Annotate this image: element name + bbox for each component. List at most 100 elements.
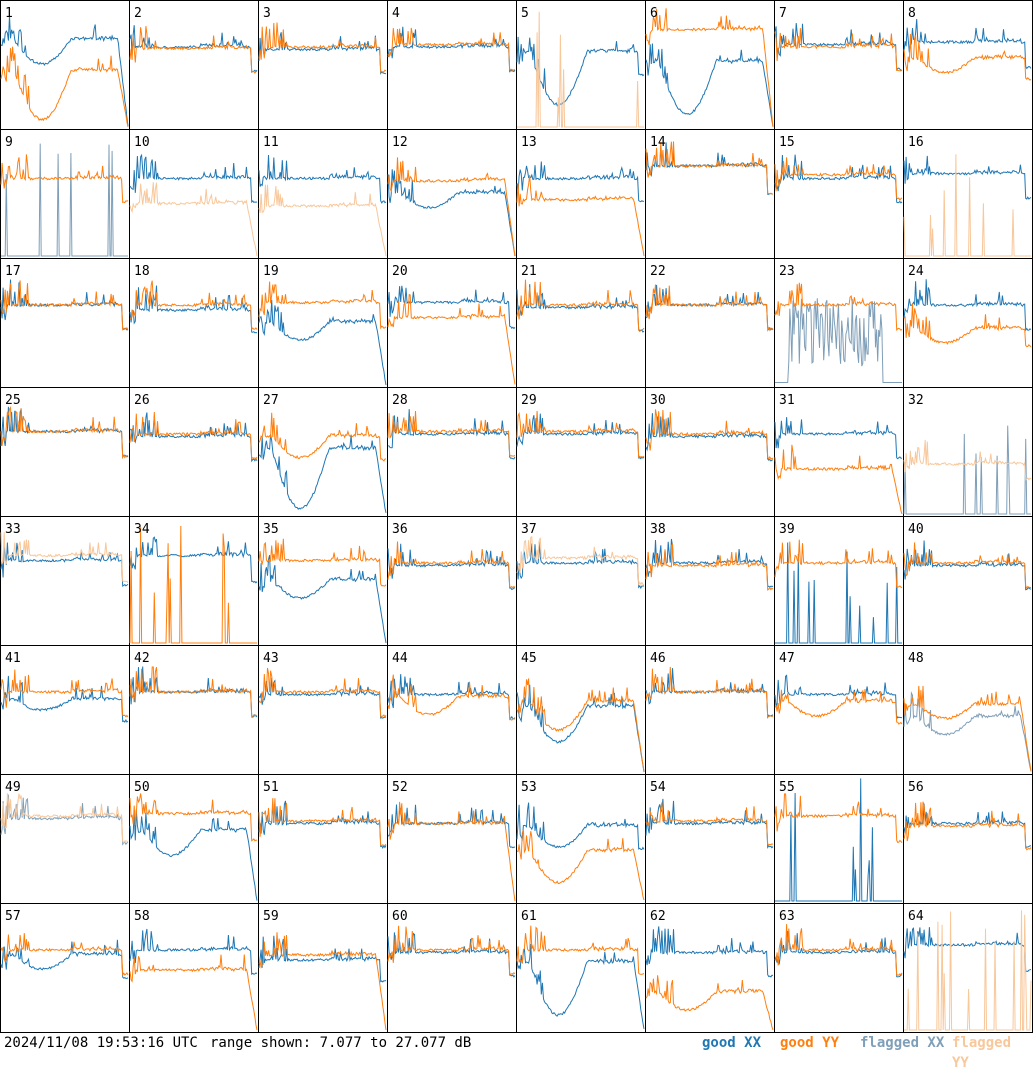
- series-yy-57: [0, 933, 129, 977]
- panel-label: 12: [392, 135, 408, 150]
- series-yy-6: [645, 8, 774, 128]
- panel-27: 27: [258, 387, 388, 517]
- panel-label: 4: [392, 6, 400, 21]
- panel-label: 1: [5, 6, 13, 21]
- panel-label: 15: [779, 135, 795, 150]
- series-xx-23: [775, 298, 902, 383]
- series-xx-24: [903, 279, 1032, 332]
- panel-11: 11: [258, 129, 388, 259]
- series-xx-54: [645, 798, 774, 849]
- panel-20: 20: [387, 258, 517, 388]
- panel-label: 3: [263, 6, 271, 21]
- series-yy-18: [129, 280, 258, 330]
- series-xx-3: [258, 31, 387, 75]
- panel-label: 54: [650, 780, 666, 795]
- panel-38: 38: [645, 516, 775, 646]
- panel-51: 51: [258, 774, 388, 904]
- series-xx-62: [645, 926, 774, 978]
- panel-label: 45: [521, 651, 537, 666]
- panel-label: 34: [134, 522, 150, 537]
- series-yy-28: [387, 410, 516, 457]
- series-yy-16: [903, 154, 1031, 257]
- panel-frame: [774, 387, 904, 517]
- panel-32: 32: [903, 387, 1033, 517]
- panel-13: 13: [516, 129, 646, 259]
- series-yy-7: [774, 28, 903, 72]
- panel-frame: [129, 258, 259, 388]
- series-yy-17: [0, 280, 129, 331]
- panel-57: 57: [0, 903, 130, 1033]
- panel-frame: [258, 516, 388, 646]
- series-yy-11: [258, 184, 387, 257]
- series-yy-8: [903, 33, 1032, 81]
- series-yy-35: [258, 538, 387, 587]
- panel-frame: [645, 903, 775, 1033]
- panel-label: 10: [134, 135, 150, 150]
- panel-label: 44: [392, 651, 408, 666]
- panel-40: 40: [903, 516, 1033, 646]
- panel-label: 11: [263, 135, 279, 150]
- panel-frame: [903, 258, 1033, 388]
- panel-frame: [516, 258, 646, 388]
- series-xx-10: [129, 153, 258, 204]
- series-yy-49: [0, 793, 129, 844]
- panel-label: 22: [650, 264, 666, 279]
- series-xx-50: [129, 809, 258, 901]
- series-xx-29: [516, 413, 645, 460]
- panel-label: 14: [650, 135, 666, 150]
- panel-45: 45: [516, 645, 646, 775]
- panel-frame: [0, 0, 130, 130]
- panel-47: 47: [774, 645, 904, 775]
- panel-label: 27: [263, 393, 279, 408]
- panel-label: 29: [521, 393, 537, 408]
- panel-label: 23: [779, 264, 795, 279]
- series-xx-27: [258, 434, 387, 514]
- series-xx-63: [774, 930, 903, 978]
- series-yy-56: [903, 801, 1032, 851]
- panel-label: 36: [392, 522, 408, 537]
- series-yy-45: [516, 678, 645, 772]
- panel-label: 52: [392, 780, 408, 795]
- panel-52: 52: [387, 774, 517, 904]
- series-xx-61: [516, 943, 645, 1029]
- panel-label: 2: [134, 6, 142, 21]
- panel-frame: [903, 0, 1033, 130]
- series-xx-30: [645, 413, 774, 462]
- series-xx-36: [387, 543, 516, 591]
- panel-frame: [645, 387, 775, 517]
- series-xx-34: [129, 536, 258, 584]
- series-yy-34: [129, 525, 257, 644]
- series-yy-5: [517, 11, 644, 128]
- panel-46: 46: [645, 645, 775, 775]
- series-xx-59: [258, 935, 387, 983]
- panel-label: 7: [779, 6, 787, 21]
- panel-label: 57: [5, 909, 21, 924]
- series-xx-64: [903, 927, 1032, 973]
- panel-label: 55: [779, 780, 795, 795]
- legend-good-xx: good XX: [702, 1035, 762, 1051]
- panel-33: 33: [0, 516, 130, 646]
- series-yy-19: [258, 281, 387, 330]
- series-xx-32: [903, 425, 1031, 515]
- series-yy-55: [774, 793, 903, 844]
- panel-30: 30: [645, 387, 775, 517]
- legend-flagged-xx: flagged XX: [860, 1035, 945, 1051]
- series-xx-11: [258, 154, 387, 204]
- panel-frame: [129, 516, 259, 646]
- panel-41: 41: [0, 645, 130, 775]
- panel-10: 10: [129, 129, 259, 259]
- series-yy-41: [0, 669, 129, 718]
- series-yy-27: [258, 412, 387, 462]
- panel-frame: [774, 129, 904, 259]
- panel-7: 7: [774, 0, 904, 130]
- panel-19: 19: [258, 258, 388, 388]
- series-yy-42: [129, 666, 258, 718]
- legend-flagged-yy: flagged YY: [952, 1035, 1012, 1071]
- series-xx-9: [1, 143, 128, 257]
- panel-44: 44: [387, 645, 517, 775]
- panel-label: 18: [134, 264, 150, 279]
- series-xx-35: [258, 554, 387, 644]
- series-xx-5: [516, 36, 645, 107]
- series-yy-37: [516, 536, 645, 586]
- panel-label: 64: [908, 909, 924, 924]
